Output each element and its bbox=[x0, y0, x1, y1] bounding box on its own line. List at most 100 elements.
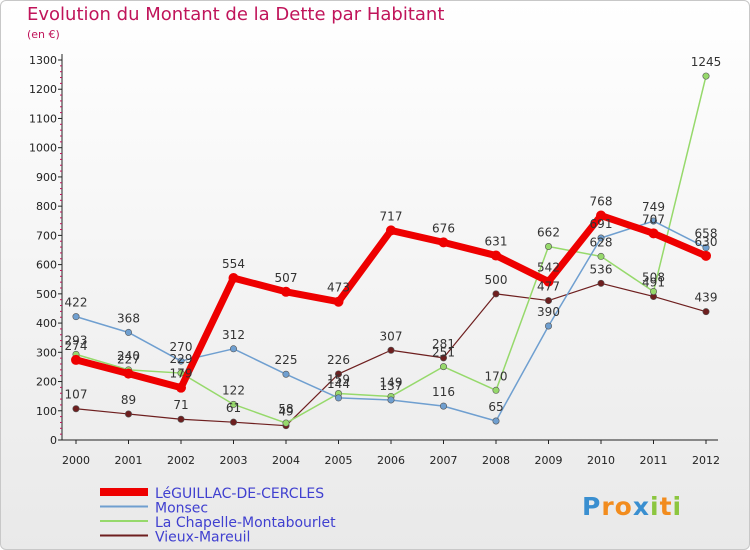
data-label: 61 bbox=[226, 401, 241, 415]
data-label: 676 bbox=[432, 221, 455, 235]
y-tick-label: 900 bbox=[36, 171, 57, 184]
data-label: 89 bbox=[121, 393, 136, 407]
y-tick-label: 500 bbox=[36, 288, 57, 301]
x-tick-label: 2006 bbox=[377, 454, 405, 467]
series-3 bbox=[72, 279, 710, 430]
x-tick-label: 2007 bbox=[430, 454, 458, 467]
y-tick-label: 1200 bbox=[29, 83, 57, 96]
data-label: 312 bbox=[222, 328, 245, 342]
data-label: 368 bbox=[117, 311, 140, 325]
legend-label: LéGUILLAC-DE-CERCLES bbox=[155, 486, 324, 502]
data-point bbox=[176, 382, 186, 393]
data-label: 491 bbox=[642, 275, 665, 289]
data-label: 473 bbox=[327, 281, 350, 295]
data-label: 116 bbox=[432, 385, 455, 399]
data-point bbox=[492, 417, 500, 425]
chart-title: Evolution du Montant de la Dette par Hab… bbox=[27, 4, 445, 25]
data-label: 293 bbox=[65, 333, 88, 347]
series-0 bbox=[71, 210, 711, 393]
data-point bbox=[492, 290, 500, 298]
logo-letter: t bbox=[659, 492, 673, 521]
data-point bbox=[72, 313, 80, 321]
data-point bbox=[439, 402, 447, 410]
data-label: 144 bbox=[327, 377, 350, 391]
data-point bbox=[228, 273, 239, 284]
data-point bbox=[282, 419, 290, 427]
data-label: 179 bbox=[170, 367, 193, 381]
y-tick-label: 800 bbox=[36, 200, 57, 213]
data-point bbox=[125, 410, 133, 418]
x-tick-label: 2001 bbox=[115, 454, 143, 467]
data-point bbox=[491, 250, 501, 261]
data-point bbox=[597, 234, 605, 242]
x-tick-label: 2003 bbox=[220, 454, 248, 467]
data-point bbox=[123, 368, 134, 379]
data-point bbox=[544, 297, 552, 305]
data-point bbox=[230, 345, 238, 353]
x-tick-label: 2008 bbox=[482, 454, 510, 467]
series-2 bbox=[72, 72, 710, 427]
data-point bbox=[544, 322, 552, 330]
data-point bbox=[125, 328, 133, 336]
data-label: 307 bbox=[380, 329, 403, 343]
data-label: 542 bbox=[537, 261, 560, 275]
data-point bbox=[282, 370, 290, 378]
data-point bbox=[701, 250, 711, 261]
series-1 bbox=[72, 217, 710, 425]
data-point bbox=[702, 72, 710, 80]
x-tick-label: 2009 bbox=[535, 454, 563, 467]
data-label: 500 bbox=[485, 273, 508, 287]
data-label: 508 bbox=[642, 271, 665, 285]
data-label: 768 bbox=[590, 195, 613, 209]
data-point bbox=[230, 400, 238, 408]
data-point bbox=[597, 252, 605, 260]
legend-label: La Chapelle-Montabourlet bbox=[155, 515, 336, 531]
data-label: 477 bbox=[537, 280, 560, 294]
data-point bbox=[230, 418, 238, 426]
y-tick-label: 400 bbox=[36, 317, 57, 330]
data-label: 1245 bbox=[691, 55, 722, 69]
data-point bbox=[386, 225, 396, 236]
data-label: 229 bbox=[170, 352, 193, 366]
data-label: 536 bbox=[590, 262, 613, 276]
x-tick-label: 2000 bbox=[62, 454, 90, 467]
data-label: 390 bbox=[537, 305, 560, 319]
y-tick-label: 100 bbox=[36, 405, 57, 418]
data-point bbox=[387, 346, 395, 354]
logo-letter: i bbox=[650, 492, 660, 521]
data-label: 658 bbox=[695, 227, 718, 241]
y-tick-label: 1100 bbox=[29, 112, 57, 125]
y-tick-label: 200 bbox=[36, 376, 57, 389]
data-label: 439 bbox=[695, 291, 718, 305]
data-label: 631 bbox=[485, 235, 508, 249]
data-point bbox=[334, 394, 342, 402]
data-label: 65 bbox=[488, 400, 503, 414]
legend-label: Monsec bbox=[155, 501, 208, 517]
data-point bbox=[334, 370, 342, 378]
data-label: 240 bbox=[117, 349, 140, 363]
data-point bbox=[71, 354, 81, 365]
data-point bbox=[492, 386, 500, 394]
data-point bbox=[543, 276, 554, 287]
logo-letter: r bbox=[601, 492, 615, 521]
data-point bbox=[649, 217, 657, 225]
data-label: 225 bbox=[275, 353, 298, 367]
data-label: 274 bbox=[65, 339, 88, 353]
data-label: 107 bbox=[65, 388, 88, 402]
data-point bbox=[177, 357, 185, 365]
data-label: 159 bbox=[327, 373, 350, 387]
data-label: 662 bbox=[537, 225, 560, 239]
data-label: 717 bbox=[380, 209, 403, 223]
data-label: 58 bbox=[278, 402, 293, 416]
y-tick-label: 0 bbox=[50, 434, 57, 447]
data-point bbox=[544, 242, 552, 250]
data-label: 749 bbox=[642, 200, 665, 214]
logo-letter: P bbox=[582, 492, 602, 521]
x-tick-label: 2010 bbox=[587, 454, 615, 467]
data-label: 251 bbox=[432, 346, 455, 360]
data-label: 281 bbox=[432, 337, 455, 351]
data-point bbox=[596, 210, 606, 221]
data-label: 691 bbox=[590, 217, 613, 231]
